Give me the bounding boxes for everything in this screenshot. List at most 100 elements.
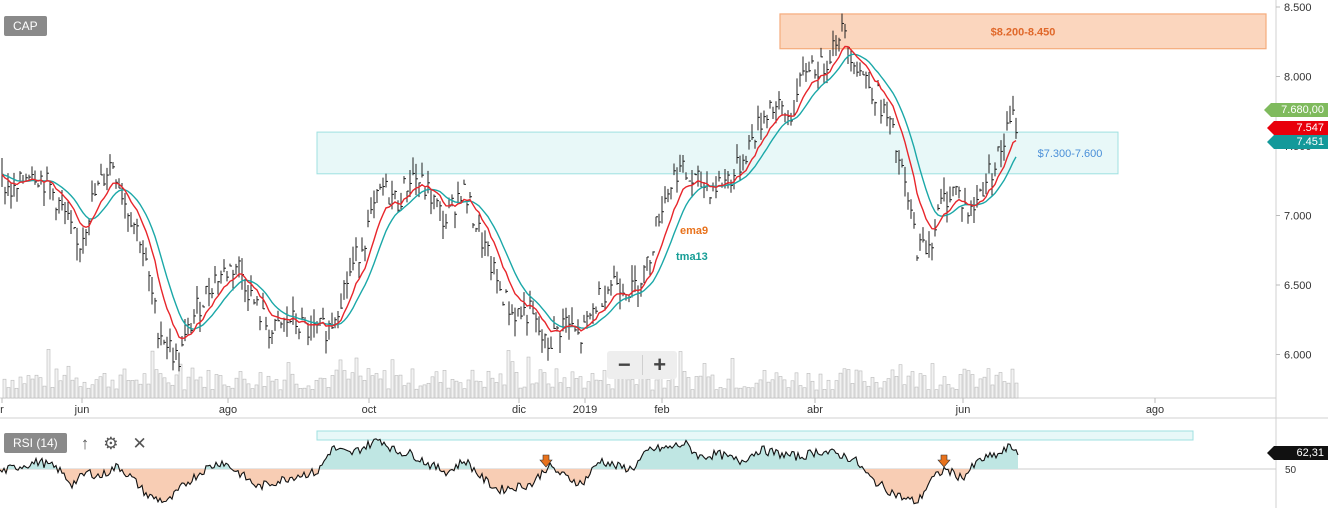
rsi-toolbar: RSI (14) ↑ ⚙ ✕ <box>4 432 147 454</box>
volume-bar <box>54 368 59 399</box>
volume-bar <box>438 382 443 399</box>
volume-bar <box>794 372 799 399</box>
volume-bar <box>562 377 567 399</box>
volume-bar <box>142 373 147 399</box>
volume-bar <box>334 369 339 399</box>
volume-bar <box>598 379 603 399</box>
volume-bar <box>506 350 511 399</box>
volume-bar <box>578 376 583 399</box>
volume-bar <box>94 379 99 399</box>
volume-bar <box>422 384 427 399</box>
volume-bar <box>966 370 971 399</box>
zoom-out-button[interactable]: − <box>617 352 631 377</box>
volume-bar <box>930 363 935 399</box>
rsi-signal-arrow-icon <box>539 454 553 468</box>
volume-bar <box>906 375 911 399</box>
volume-bar <box>566 386 571 399</box>
volume-bar <box>782 379 787 399</box>
volume-bar <box>10 379 15 399</box>
volume-bar <box>466 379 471 399</box>
rsi-signal-arrow-icon <box>937 454 951 468</box>
volume-bar <box>546 383 551 399</box>
volume-bar <box>838 372 843 399</box>
volume-bar <box>26 375 31 399</box>
volume-bar <box>106 386 111 399</box>
volume-bar <box>462 388 467 399</box>
volume-bar <box>638 377 643 399</box>
volume-bar <box>874 382 879 399</box>
volume-bar <box>186 376 191 399</box>
volume-bar <box>478 381 483 399</box>
y-tick-label: 8.000 <box>1284 72 1312 84</box>
symbol-label[interactable]: CAP <box>4 16 47 36</box>
volume-bar <box>882 381 887 399</box>
x-tick-label: abr <box>807 404 823 416</box>
volume-bar <box>162 377 167 399</box>
volume-bar <box>346 378 351 399</box>
volume-bar <box>770 379 775 399</box>
volume-bar <box>974 386 979 399</box>
volume-bar <box>574 378 579 399</box>
volume-bar <box>998 372 1003 399</box>
volume-bar <box>278 389 283 399</box>
arrow-up-icon[interactable]: ↑ <box>80 433 90 453</box>
volume-bar <box>318 377 323 399</box>
volume-bar <box>290 373 295 399</box>
volume-bar <box>738 387 743 399</box>
resistance-zone <box>779 13 1267 50</box>
volume-bar <box>458 382 463 399</box>
volume-bar <box>610 388 615 399</box>
volume-bar <box>242 378 247 399</box>
rsi-label[interactable]: RSI (14) <box>4 433 67 453</box>
volume-bar <box>6 387 11 399</box>
volume-bar <box>774 372 779 399</box>
support-zone <box>316 131 1119 175</box>
volume-bar <box>226 385 231 399</box>
volume-bar <box>798 385 803 399</box>
volume-bar <box>682 371 687 399</box>
volume-bar <box>414 388 419 399</box>
volume-bar <box>742 386 747 399</box>
volume-bar <box>702 363 707 399</box>
volume-bar <box>82 381 87 399</box>
gear-icon[interactable]: ⚙ <box>103 433 119 453</box>
zoom-divider <box>641 355 643 375</box>
volume-bar <box>214 374 219 399</box>
volume-bar <box>942 376 947 399</box>
volume-bar <box>374 373 379 399</box>
x-tick-label: ago <box>219 404 237 416</box>
volume-bar <box>550 386 555 399</box>
volume-bar <box>342 370 347 399</box>
volume-bar <box>994 374 999 399</box>
volume-bar <box>510 361 515 399</box>
volume-bar <box>902 384 907 399</box>
volume-bar <box>218 375 223 399</box>
volume-bar <box>362 380 367 399</box>
volume-bar <box>918 373 923 399</box>
volume-bar <box>38 377 43 399</box>
volume-bar <box>534 382 539 399</box>
volume-bar <box>530 383 535 399</box>
volume-bar <box>246 383 251 399</box>
volume-bar <box>434 371 439 399</box>
y-tick-label: 6.500 <box>1284 280 1312 292</box>
volume-bar <box>594 379 599 399</box>
volume-bar <box>98 376 103 399</box>
volume-bar <box>946 384 951 399</box>
volume-bar <box>758 379 763 399</box>
volume-bar <box>494 382 499 399</box>
volume-bar <box>786 387 791 399</box>
close-icon[interactable]: ✕ <box>132 433 147 453</box>
volume-bar <box>326 387 331 399</box>
volume-bar <box>778 376 783 399</box>
volume-bar <box>386 388 391 399</box>
ema9-line <box>1 45 1017 340</box>
volume-bar <box>582 387 587 399</box>
volume-bar <box>718 387 723 399</box>
volume-bar <box>854 369 859 399</box>
volume-bar <box>694 376 699 399</box>
volume-bar <box>926 389 931 399</box>
zoom-in-button[interactable]: + <box>653 352 667 377</box>
volume-bar <box>826 379 831 399</box>
